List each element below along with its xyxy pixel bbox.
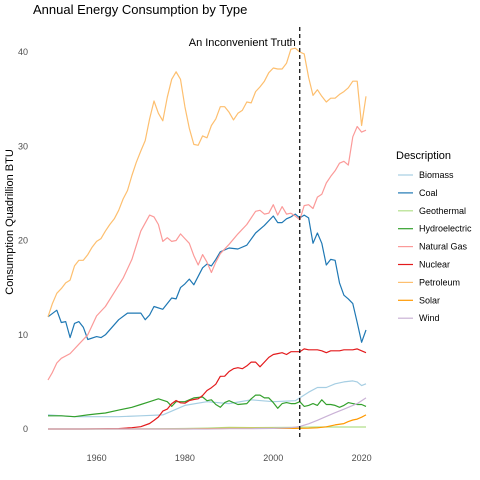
annotation-label: An Inconvenient Truth (189, 37, 296, 49)
legend-item: Petroleum (398, 277, 460, 287)
legend-label: Solar (419, 295, 440, 305)
legend: Biomass Coal Geothermal Hydroelectric Natura… (398, 170, 472, 323)
y-tick-label: 40 (18, 47, 28, 57)
x-tick-label: 1980 (175, 453, 195, 463)
y-tick-label: 20 (18, 236, 28, 246)
x-tick-label: 2000 (263, 453, 283, 463)
legend-item: Solar (398, 295, 440, 305)
legend-item: Wind (398, 313, 440, 323)
legend-item: Hydroelectric (398, 224, 472, 234)
legend-label: Geothermal (419, 206, 466, 216)
x-tick-labels: 1960 1980 2000 2020 (87, 453, 372, 463)
legend-label: Coal (419, 188, 438, 198)
y-tick-labels: 0 10 20 30 40 (18, 47, 28, 434)
series-line-hydroelectric (48, 394, 367, 418)
legend-label: Natural Gas (419, 242, 468, 252)
x-tick-label: 2020 (352, 453, 372, 463)
series-lines (47, 47, 367, 430)
series-line-petroleum (47, 47, 367, 317)
legend-item: Coal (398, 188, 438, 198)
x-tick-label: 1960 (87, 453, 107, 463)
legend-label: Petroleum (419, 277, 460, 287)
y-axis-title: Consumption Quadrillion BTU (4, 149, 16, 295)
legend-title: Description (396, 150, 451, 162)
chart-title: Annual Energy Consumption by Type (33, 2, 247, 17)
series-line-coal (47, 213, 367, 343)
y-tick-label: 10 (18, 330, 28, 340)
legend-item: Geothermal (398, 206, 466, 216)
series-line-biomass (47, 380, 367, 418)
series-line-wind (48, 397, 367, 430)
annotation-layer: An Inconvenient Truth (189, 27, 301, 437)
legend-item: Nuclear (398, 260, 450, 270)
legend-item: Biomass (398, 170, 454, 180)
legend-label: Wind (419, 313, 440, 323)
legend-label: Hydroelectric (419, 224, 472, 234)
series-line-nuclear (48, 348, 367, 430)
legend-item: Natural Gas (398, 242, 468, 252)
y-tick-label: 30 (18, 141, 28, 151)
legend-label: Nuclear (419, 260, 450, 270)
legend-label: Biomass (419, 170, 454, 180)
y-tick-label: 0 (23, 424, 28, 434)
series-line-natural-gas (47, 125, 367, 381)
